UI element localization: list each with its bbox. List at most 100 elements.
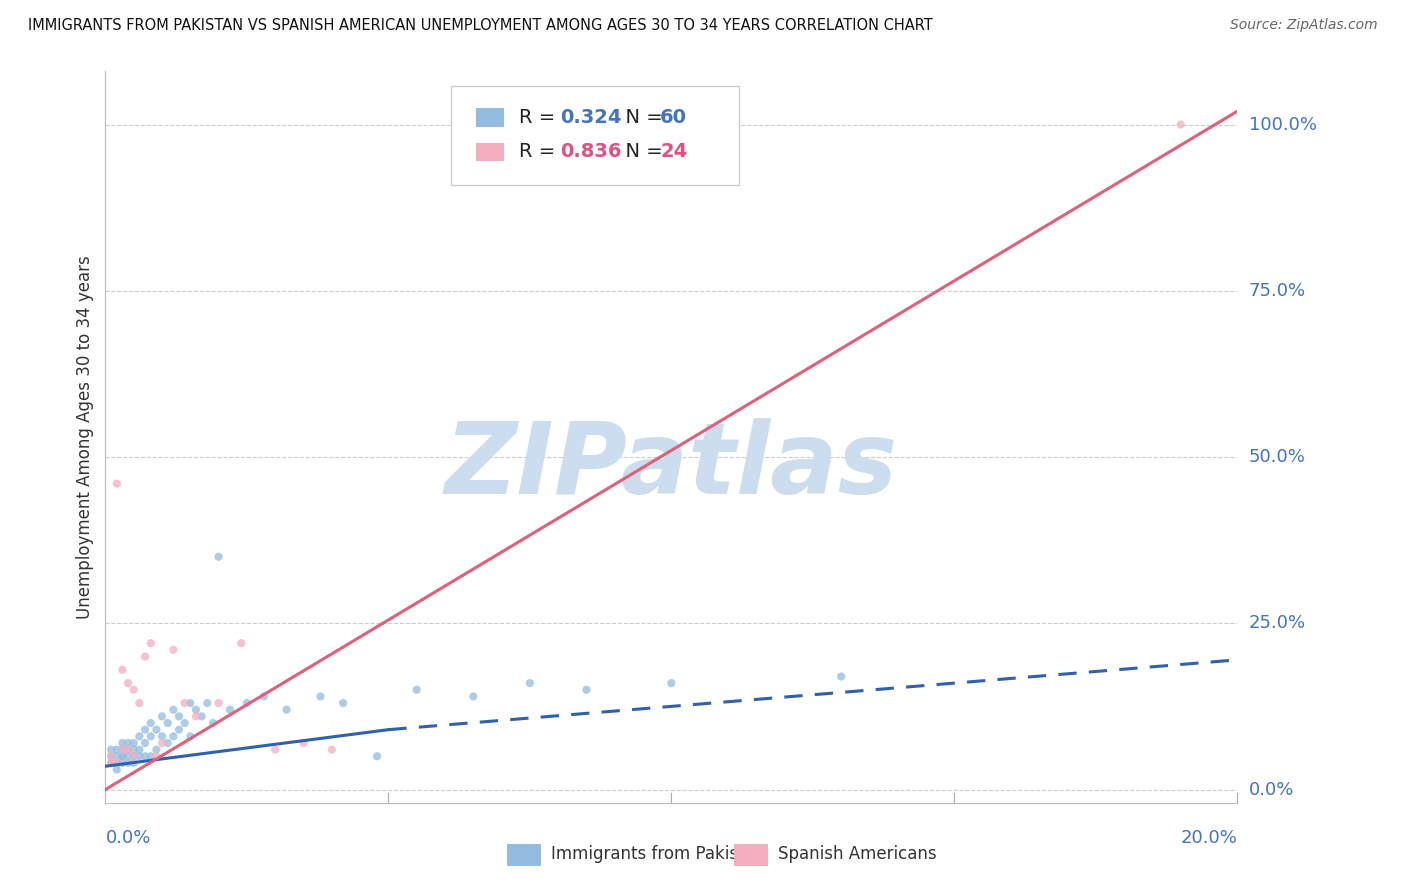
Point: [111, 742, 134, 756]
Point: [190, 709, 212, 723]
Point: [122, 682, 145, 697]
Point: [105, 756, 128, 770]
Point: [100, 756, 122, 770]
Point: [100, 742, 122, 756]
Point: [122, 749, 145, 764]
Point: [128, 696, 150, 710]
Point: [156, 736, 179, 750]
Point: [253, 690, 276, 704]
Point: [162, 643, 184, 657]
FancyBboxPatch shape: [475, 143, 503, 161]
Point: [139, 749, 162, 764]
Point: [128, 749, 150, 764]
Point: [231, 636, 253, 650]
Point: [150, 709, 173, 723]
Point: [236, 696, 259, 710]
Point: [111, 736, 134, 750]
Point: [117, 742, 139, 756]
Text: Immigrants from Pakistan: Immigrants from Pakistan: [551, 845, 766, 863]
Point: [201, 716, 224, 731]
Point: [145, 742, 167, 756]
Point: [117, 742, 139, 756]
Point: [405, 682, 427, 697]
Point: [519, 676, 541, 690]
Point: [134, 749, 156, 764]
Point: [219, 703, 242, 717]
Point: [145, 723, 167, 737]
Point: [156, 716, 179, 731]
Point: [661, 676, 683, 690]
Text: 100.0%: 100.0%: [1249, 116, 1316, 134]
Text: 0.836: 0.836: [561, 143, 621, 161]
Point: [162, 703, 184, 717]
Text: 0.0%: 0.0%: [105, 830, 150, 847]
Point: [208, 549, 231, 564]
Point: [830, 669, 852, 683]
Y-axis label: Unemployment Among Ages 30 to 34 years: Unemployment Among Ages 30 to 34 years: [76, 255, 94, 619]
Point: [134, 649, 156, 664]
Point: [111, 663, 134, 677]
Text: ZIPatlas: ZIPatlas: [444, 417, 898, 515]
Text: 60: 60: [659, 108, 688, 127]
Point: [117, 736, 139, 750]
Text: N =: N =: [613, 143, 668, 161]
Point: [122, 749, 145, 764]
Point: [122, 742, 145, 756]
Point: [150, 729, 173, 743]
Text: 20.0%: 20.0%: [1181, 830, 1237, 847]
Point: [575, 682, 598, 697]
Point: [111, 742, 134, 756]
Point: [309, 690, 332, 704]
Point: [463, 690, 485, 704]
Point: [111, 749, 134, 764]
Point: [167, 723, 190, 737]
Point: [117, 676, 139, 690]
Point: [139, 716, 162, 731]
Point: [100, 749, 122, 764]
Text: 0.324: 0.324: [561, 108, 621, 127]
Point: [1170, 118, 1192, 132]
Point: [179, 729, 201, 743]
Point: [105, 749, 128, 764]
FancyBboxPatch shape: [451, 86, 740, 185]
Point: [162, 729, 184, 743]
Point: [332, 696, 354, 710]
Text: 75.0%: 75.0%: [1249, 282, 1306, 300]
Point: [122, 756, 145, 770]
Text: R =: R =: [519, 108, 561, 127]
Point: [139, 729, 162, 743]
FancyBboxPatch shape: [475, 108, 503, 127]
Point: [105, 742, 128, 756]
Point: [264, 742, 287, 756]
Text: 50.0%: 50.0%: [1249, 448, 1306, 466]
Text: R =: R =: [519, 143, 561, 161]
Point: [366, 749, 388, 764]
Text: 24: 24: [659, 143, 688, 161]
Point: [321, 742, 343, 756]
Text: 25.0%: 25.0%: [1249, 615, 1306, 632]
Point: [105, 756, 128, 770]
Point: [292, 736, 315, 750]
Point: [117, 749, 139, 764]
Point: [195, 696, 218, 710]
Point: [184, 709, 207, 723]
Point: [208, 696, 231, 710]
Point: [134, 736, 156, 750]
Point: [100, 756, 122, 770]
Point: [117, 756, 139, 770]
Point: [105, 476, 128, 491]
Text: 0.0%: 0.0%: [1249, 780, 1294, 798]
Point: [184, 703, 207, 717]
Text: N =: N =: [613, 108, 668, 127]
Point: [173, 696, 195, 710]
Point: [150, 736, 173, 750]
FancyBboxPatch shape: [508, 844, 541, 866]
Point: [173, 716, 195, 731]
Point: [134, 723, 156, 737]
Point: [179, 696, 201, 710]
Point: [100, 749, 122, 764]
Point: [139, 636, 162, 650]
Text: IMMIGRANTS FROM PAKISTAN VS SPANISH AMERICAN UNEMPLOYMENT AMONG AGES 30 TO 34 YE: IMMIGRANTS FROM PAKISTAN VS SPANISH AMER…: [28, 18, 932, 33]
Text: Spanish Americans: Spanish Americans: [778, 845, 936, 863]
Point: [105, 763, 128, 777]
